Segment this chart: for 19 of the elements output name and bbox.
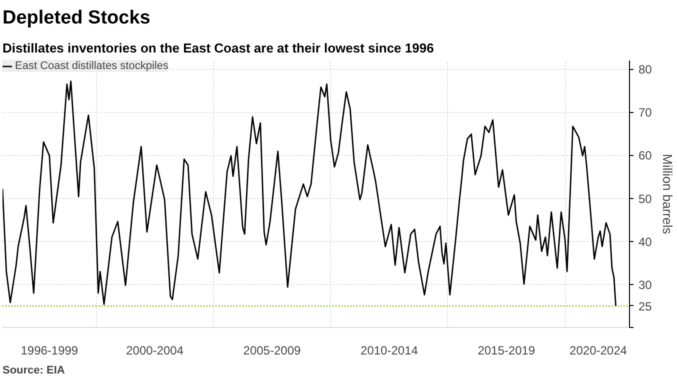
y-tick-label: 50 bbox=[638, 192, 652, 206]
y-tick-label: 60 bbox=[638, 148, 652, 163]
y-tick-label: 80 bbox=[638, 62, 652, 77]
x-tick-label: 1996-1999 bbox=[20, 344, 78, 358]
x-tick-label: 2005-2009 bbox=[243, 344, 301, 358]
y-tick-label: 40 bbox=[638, 234, 652, 249]
y-tick-label: 30 bbox=[638, 278, 652, 292]
x-tick-label: 2015-2019 bbox=[478, 344, 536, 358]
line-series bbox=[2, 80, 616, 307]
chart-subtitle: Distillates inventories on the East Coast are at their lowest since 1996 bbox=[2, 40, 434, 56]
y-axis-title: Million barrels bbox=[660, 154, 675, 235]
x-tick-label: 2020-2024 bbox=[570, 344, 628, 358]
y-tick-label: 70 bbox=[638, 106, 652, 120]
ref-line-label: 25 bbox=[638, 299, 652, 314]
source-note: Source: EIA bbox=[2, 364, 65, 376]
x-tick-label: 2000-2004 bbox=[126, 344, 184, 358]
chart-title: Depleted Stocks bbox=[2, 8, 150, 28]
legend-label: East Coast distillates stockpiles bbox=[15, 60, 168, 72]
x-tick-label: 2010-2014 bbox=[360, 344, 418, 358]
